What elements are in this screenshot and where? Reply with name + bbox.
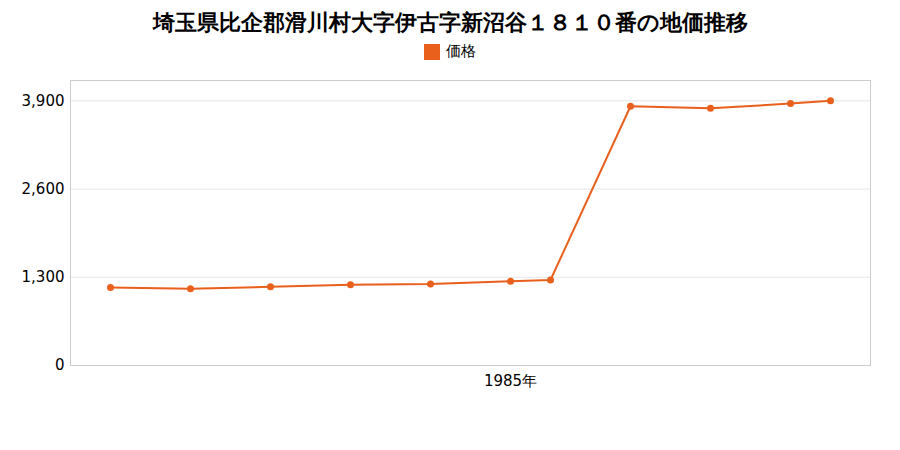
svg-text:1985年: 1985年 (484, 372, 537, 390)
html-text:埼玉県比企郡滑川村大字伊古字新沼谷１８１０番の地価推移: 埼玉県比企郡滑川村大字伊古字新沼谷１８１０番の地価推移 (152, 10, 748, 35)
html-text:価格: 価格 (446, 42, 476, 60)
svg-text:0: 0 (55, 356, 65, 374)
svg-text:1,300: 1,300 (22, 268, 65, 286)
svg-text:3,900: 3,900 (22, 92, 65, 110)
svg-text:2,600: 2,600 (22, 180, 65, 198)
